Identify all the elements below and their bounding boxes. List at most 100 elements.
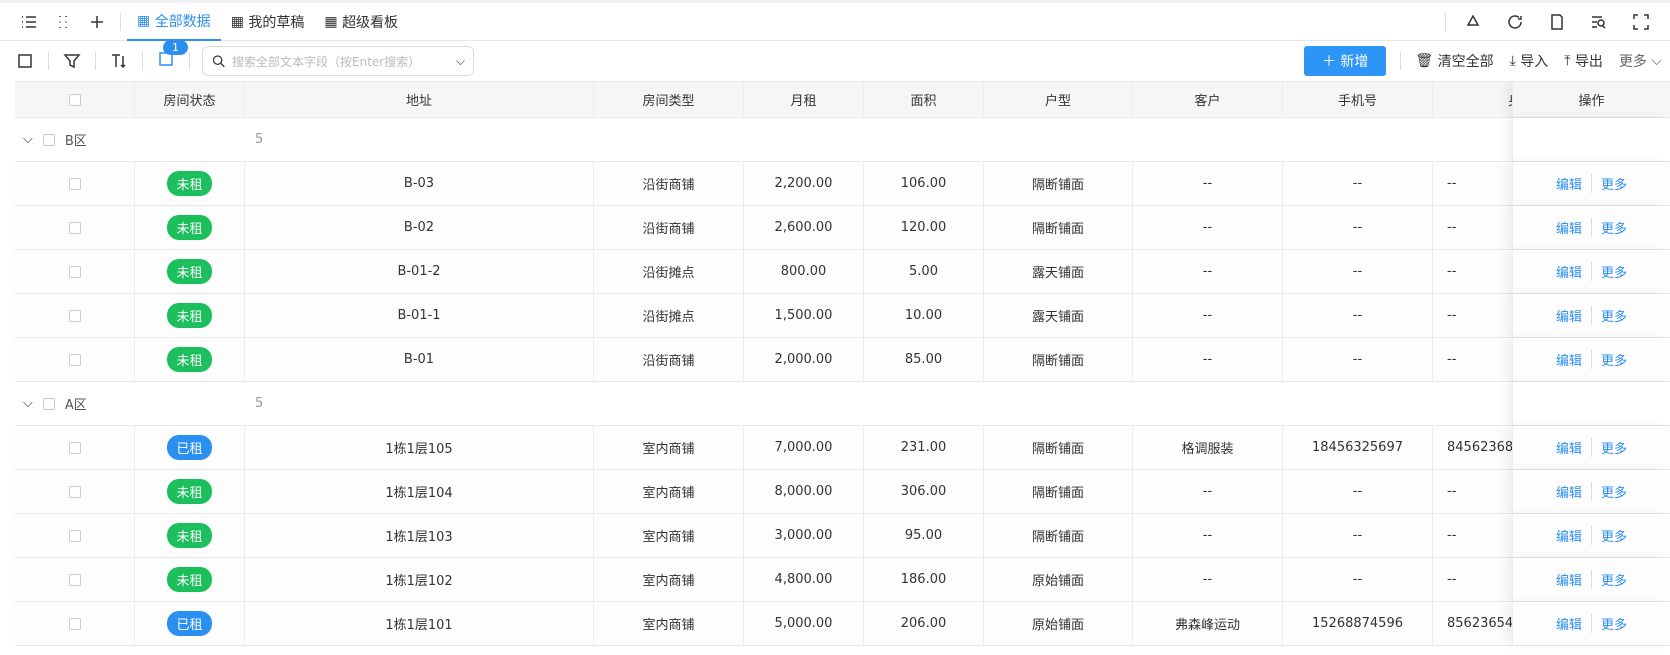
group-count: 5 [255,396,264,411]
tab-label[interactable]: 我的草稿 [248,14,305,31]
cell-text: 7,000.00 [774,440,833,455]
cell: 85.00 [864,338,984,381]
row-action[interactable]: 编辑 [1555,354,1582,369]
cell-text: B-03 [403,176,435,191]
button-label[interactable]: 更多 [1618,54,1647,70]
tab-label[interactable]: 全部数据 [154,13,211,30]
expand-icon[interactable]: ⌵ [23,396,33,411]
row-action[interactable]: 更多 [1591,174,1636,193]
column-header: 户型 [1044,94,1071,109]
row-action[interactable]: 更多 [1591,482,1636,501]
cell-text: 18456325697 [1312,440,1403,455]
checkbox[interactable] [68,93,81,106]
checkbox[interactable] [68,529,81,542]
filter-icon[interactable] [63,52,81,70]
refresh-icon[interactable] [1506,13,1524,31]
cell: 未租 [135,162,245,205]
button-label[interactable]: 导入 [1520,54,1549,70]
cell-text: 186.00 [900,572,947,587]
row-action[interactable]: 编辑 [1555,530,1582,545]
search-box[interactable]: 搜索全部文本字段（按Enter搜索） ⌵ [202,46,474,76]
cell: B-01-1 [245,294,594,337]
report-icon[interactable] [1548,13,1566,31]
checkbox[interactable] [68,221,81,234]
cell-text: 原始铺面 [1031,574,1084,589]
column-header: 房间状态 [163,94,216,109]
cell: 2,200.00 [744,162,864,205]
checkbox[interactable] [68,177,81,190]
row-action[interactable]: 更多 [1591,438,1636,457]
checkbox[interactable] [42,133,55,146]
search-list-icon[interactable] [1590,13,1608,31]
cell: 弗森峰运动 [1133,602,1283,645]
ops-cell: 编辑 更多 [1512,294,1670,337]
tab[interactable]: ▦ 全部数据 [127,3,221,41]
cell: 室内商铺 [594,558,744,601]
row-action[interactable]: 编辑 [1555,442,1582,457]
cell-text: 沿街摊点 [642,310,695,325]
divider [1445,12,1446,31]
checkbox[interactable] [68,485,81,498]
row-action[interactable]: 编辑 [1555,266,1582,281]
checkbox[interactable] [68,309,81,322]
row-action[interactable]: 编辑 [1555,222,1582,237]
tab[interactable]: ▦ 我的草稿 [230,13,305,31]
tab[interactable]: ▦ 超级看板 [324,13,399,31]
cell: -- [1133,294,1283,337]
dropdown-arrow[interactable]: ⌵ [455,53,465,68]
tab-label[interactable]: 超级看板 [342,14,399,31]
group-label[interactable]: ⌵ B区 [15,130,255,149]
checkbox[interactable] [68,265,81,278]
cell: 隔断铺面 [984,162,1133,205]
row-action[interactable]: 更多 [1591,526,1636,545]
checkbox[interactable] [68,353,81,366]
plus-icon[interactable] [88,13,106,31]
cell-text: 800.00 [780,264,827,279]
button-label[interactable]: 新增 [1340,54,1369,70]
import-button[interactable]: ⤓ 导入 [1509,53,1549,70]
grid-icon[interactable] [54,13,72,31]
row-action[interactable]: 更多 [1591,570,1636,589]
cell-text: -- [1202,308,1213,323]
button-label[interactable]: 导出 [1574,54,1603,70]
row-action[interactable]: 更多 [1591,262,1636,281]
badge: 1 [163,40,188,55]
more-button[interactable]: 更多 ⌵ [1618,53,1662,70]
row-action[interactable]: 更多 [1591,306,1636,325]
row-action[interactable]: 更多 [1591,350,1636,369]
cell: -- [1283,162,1433,205]
checkbox[interactable] [68,617,81,630]
search-icon [212,55,225,68]
checkbox[interactable] [68,441,81,454]
button-label[interactable]: 清空全部 [1437,54,1494,70]
column-header: 房间类型 [642,94,695,109]
row-action[interactable]: 更多 [1591,218,1636,237]
row-action[interactable]: 更多 [1591,614,1636,633]
cell [15,250,135,293]
cell-text: 1栋1层103 [385,530,453,545]
fullscreen-icon[interactable] [1632,13,1650,31]
checkbox[interactable] [68,573,81,586]
row-action[interactable]: 编辑 [1555,486,1582,501]
row-action[interactable]: 编辑 [1555,618,1582,633]
row-action[interactable]: 编辑 [1555,310,1582,325]
cell-text: 306.00 [900,484,947,499]
text-size-icon[interactable] [110,52,128,70]
checkbox[interactable] [42,397,55,410]
expand-icon[interactable]: ⌵ [23,132,33,147]
add-button[interactable]: ＋ 新增 [1303,46,1387,76]
group-label[interactable]: ⌵ A区 [15,394,255,413]
recycle-icon[interactable] [1464,13,1482,31]
search-placeholder: 搜索全部文本字段（按Enter搜索） [232,54,421,69]
export-button[interactable]: ⤒ 导出 [1564,53,1603,70]
row-action[interactable]: 编辑 [1555,574,1582,589]
cell-text: -- [1447,176,1457,191]
list-icon[interactable] [20,13,38,31]
layout-icon[interactable] [16,52,34,70]
clear-button[interactable]: 🗑 清空全部 [1415,53,1494,70]
cell-text: 隔断铺面 [1031,222,1084,237]
cell [15,470,135,513]
cell-text: 5.00 [909,264,938,279]
row-action[interactable]: 编辑 [1555,178,1582,193]
filter-group[interactable]: 1 [149,40,188,72]
